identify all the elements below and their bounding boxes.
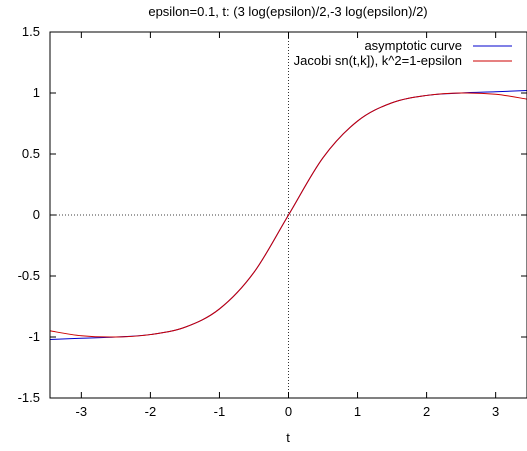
axes: -3 -2 -1 0 1 2 3 -1.5 -1 -0.5 0 0.5 1 1.5: [18, 24, 527, 419]
legend-label-1: Jacobi sn(t,k]), k^2=1-epsilon: [294, 53, 462, 68]
x-tick-label: 1: [354, 404, 361, 419]
x-tick-label: -1: [214, 404, 226, 419]
y-tick-label: -1.5: [18, 390, 40, 405]
series-line-1: [50, 92, 527, 338]
y-tick-label: -0.5: [18, 268, 40, 283]
legend-label-0: asymptotic curve: [364, 38, 462, 53]
x-tick-label: 3: [492, 404, 499, 419]
y-tick-label: 1.5: [22, 24, 40, 39]
x-tick-label: -2: [145, 404, 157, 419]
chart-title: epsilon=0.1, t: (3 log(epsilon)/2,-3 log…: [148, 4, 427, 19]
y-tick-label: -1: [28, 329, 40, 344]
y-tick-label: 0.5: [22, 146, 40, 161]
x-tick-label: -3: [76, 404, 88, 419]
x-tick-label: 2: [423, 404, 430, 419]
x-tick-label: 0: [285, 404, 292, 419]
y-tick-label: 1: [33, 85, 40, 100]
x-axis-label: t: [286, 430, 290, 445]
plot-frame: [49, 31, 527, 399]
y-tick-label: 0: [33, 207, 40, 222]
series-layer: [50, 90, 527, 340]
